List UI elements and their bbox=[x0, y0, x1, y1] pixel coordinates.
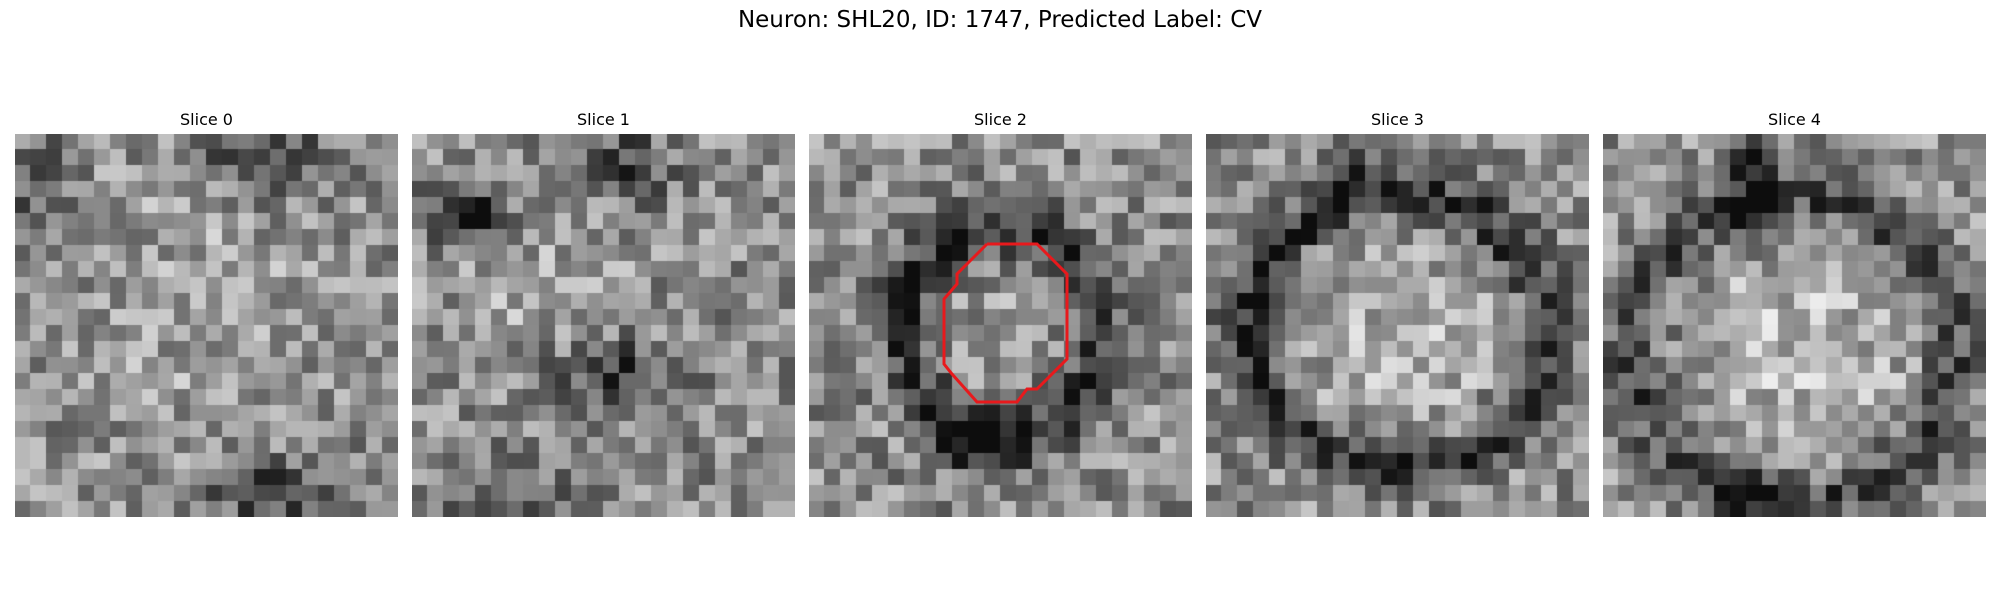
figure-title: Neuron: SHL20, ID: 1747, Predicted Label… bbox=[737, 7, 1263, 33]
slice-panel-4: Slice 4 bbox=[1603, 110, 1986, 517]
slice-panel-1: Slice 1 bbox=[412, 110, 795, 517]
slice-panel-2: Slice 2 bbox=[809, 110, 1192, 517]
slice-image bbox=[1206, 134, 1589, 517]
segmentation-contour bbox=[942, 242, 1069, 404]
slice-panel-3: Slice 3 bbox=[1206, 110, 1589, 517]
slice-title: Slice 0 bbox=[180, 110, 233, 129]
contour-line bbox=[942, 242, 1069, 404]
slice-image bbox=[1603, 134, 1986, 517]
slice-image bbox=[412, 134, 795, 517]
slice-image bbox=[809, 134, 1192, 517]
slice-image bbox=[15, 134, 398, 517]
slice-title: Slice 1 bbox=[577, 110, 630, 129]
slice-title: Slice 4 bbox=[1768, 110, 1821, 129]
slice-title: Slice 2 bbox=[974, 110, 1027, 129]
slice-title: Slice 3 bbox=[1371, 110, 1424, 129]
slice-panel-0: Slice 0 bbox=[15, 110, 398, 517]
